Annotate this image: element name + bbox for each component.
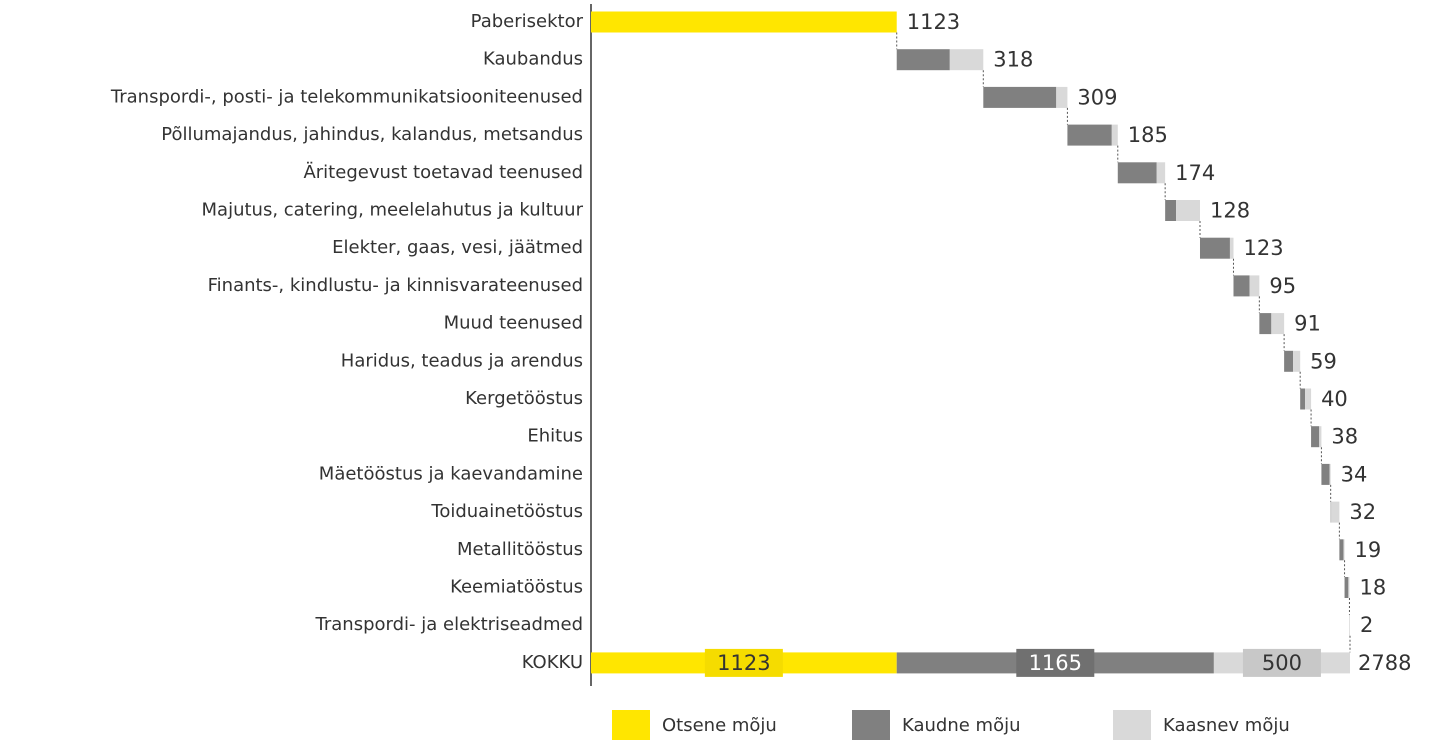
bar-segment [1249, 275, 1260, 297]
category-label: Ehitus [527, 426, 583, 447]
total-label: 40 [1321, 387, 1348, 411]
total-label: 2788 [1358, 651, 1411, 675]
category-label: Kaubandus [483, 49, 583, 70]
category-label: Finants-, kindlustu- ja kinnisvarateenus… [208, 275, 583, 296]
bar-segment [1271, 313, 1285, 335]
bar-segment [1111, 124, 1118, 146]
legend-label: Kaasnev mõju [1163, 715, 1290, 736]
bar-segment [1284, 350, 1294, 372]
category-label: Mäetööstus ja kaevandamine [319, 463, 583, 484]
bar-segment [896, 49, 950, 71]
segment-label: 1165 [1029, 651, 1082, 675]
category-label: Põllumajandus, jahindus, kalandus, metsa… [161, 124, 583, 145]
total-label: 59 [1310, 349, 1337, 373]
bar-segment [591, 11, 897, 33]
bar-segment [1331, 501, 1340, 523]
bar-segment [1330, 501, 1332, 523]
bar-segment [1305, 388, 1312, 410]
bar-segment [1229, 237, 1234, 259]
bar-segment [1293, 350, 1301, 372]
legend-swatch [1113, 710, 1151, 740]
total-label: 128 [1210, 199, 1250, 223]
bar-segment [1165, 200, 1177, 221]
label-box [1242, 648, 1321, 677]
total-label: 185 [1128, 123, 1168, 147]
bar-segment [1176, 200, 1200, 221]
legend-swatch [852, 710, 890, 740]
category-label: Toiduainetööstus [430, 501, 583, 522]
category-label: Äritegevust toetavad teenused [303, 162, 583, 183]
bar-segment [1348, 577, 1350, 598]
category-label: Kergetööstus [465, 388, 583, 409]
total-label: 38 [1331, 425, 1358, 449]
category-label: Muud teenused [444, 313, 583, 334]
category-label: Haridus, teadus ja arendus [341, 350, 583, 371]
category-label: Transpordi- ja elektriseadmed [315, 614, 583, 635]
legend-label: Kaudne mõju [902, 715, 1021, 736]
bar-segment [983, 86, 1057, 108]
segment-label: 500 [1262, 651, 1302, 675]
bar-segment [949, 49, 984, 71]
total-label: 309 [1077, 85, 1117, 109]
bar-segment [1300, 388, 1306, 410]
bar-segment [1233, 275, 1250, 297]
total-label: 2 [1360, 613, 1373, 637]
total-label: 91 [1294, 312, 1321, 336]
bar-segment [1117, 162, 1157, 184]
category-label: Majutus, catering, meelelahutus ja kultu… [202, 200, 584, 221]
segment-label: 1123 [717, 651, 770, 675]
label-box [1016, 648, 1095, 677]
bar-segment [1321, 463, 1330, 485]
bar-segment [1343, 539, 1345, 561]
bar-segment [1156, 162, 1166, 184]
total-label: 19 [1355, 538, 1382, 562]
category-label: KOKKU [522, 652, 583, 673]
total-label: 32 [1349, 500, 1376, 524]
total-label: 18 [1359, 576, 1386, 600]
bar-segment [1329, 463, 1331, 485]
total-label: 174 [1175, 161, 1215, 185]
category-label: Keemiatööstus [450, 577, 583, 598]
total-label: 34 [1341, 462, 1368, 486]
total-label: 123 [1243, 236, 1283, 260]
total-label: 95 [1269, 274, 1296, 298]
bar-segment [1319, 426, 1322, 448]
category-label: Metallitööstus [457, 539, 583, 560]
bar-segment [1067, 124, 1112, 146]
category-label: Paberisektor [471, 11, 584, 32]
category-label: Elekter, gaas, vesi, jäätmed [332, 237, 583, 258]
bar-segment [1339, 539, 1344, 561]
bar-segment [1056, 86, 1068, 108]
total-label: 1123 [907, 10, 960, 34]
bar-segment [1344, 577, 1349, 598]
total-label: 318 [993, 48, 1033, 72]
legend-swatch [612, 710, 650, 740]
bar-segment [1311, 426, 1320, 448]
legend-label: Otsene mõju [662, 715, 777, 736]
category-label: Transpordi-, posti- ja telekommunikatsio… [110, 86, 583, 107]
bar-segment [1199, 237, 1230, 259]
bar-segment [1259, 313, 1272, 335]
label-box [704, 648, 783, 677]
